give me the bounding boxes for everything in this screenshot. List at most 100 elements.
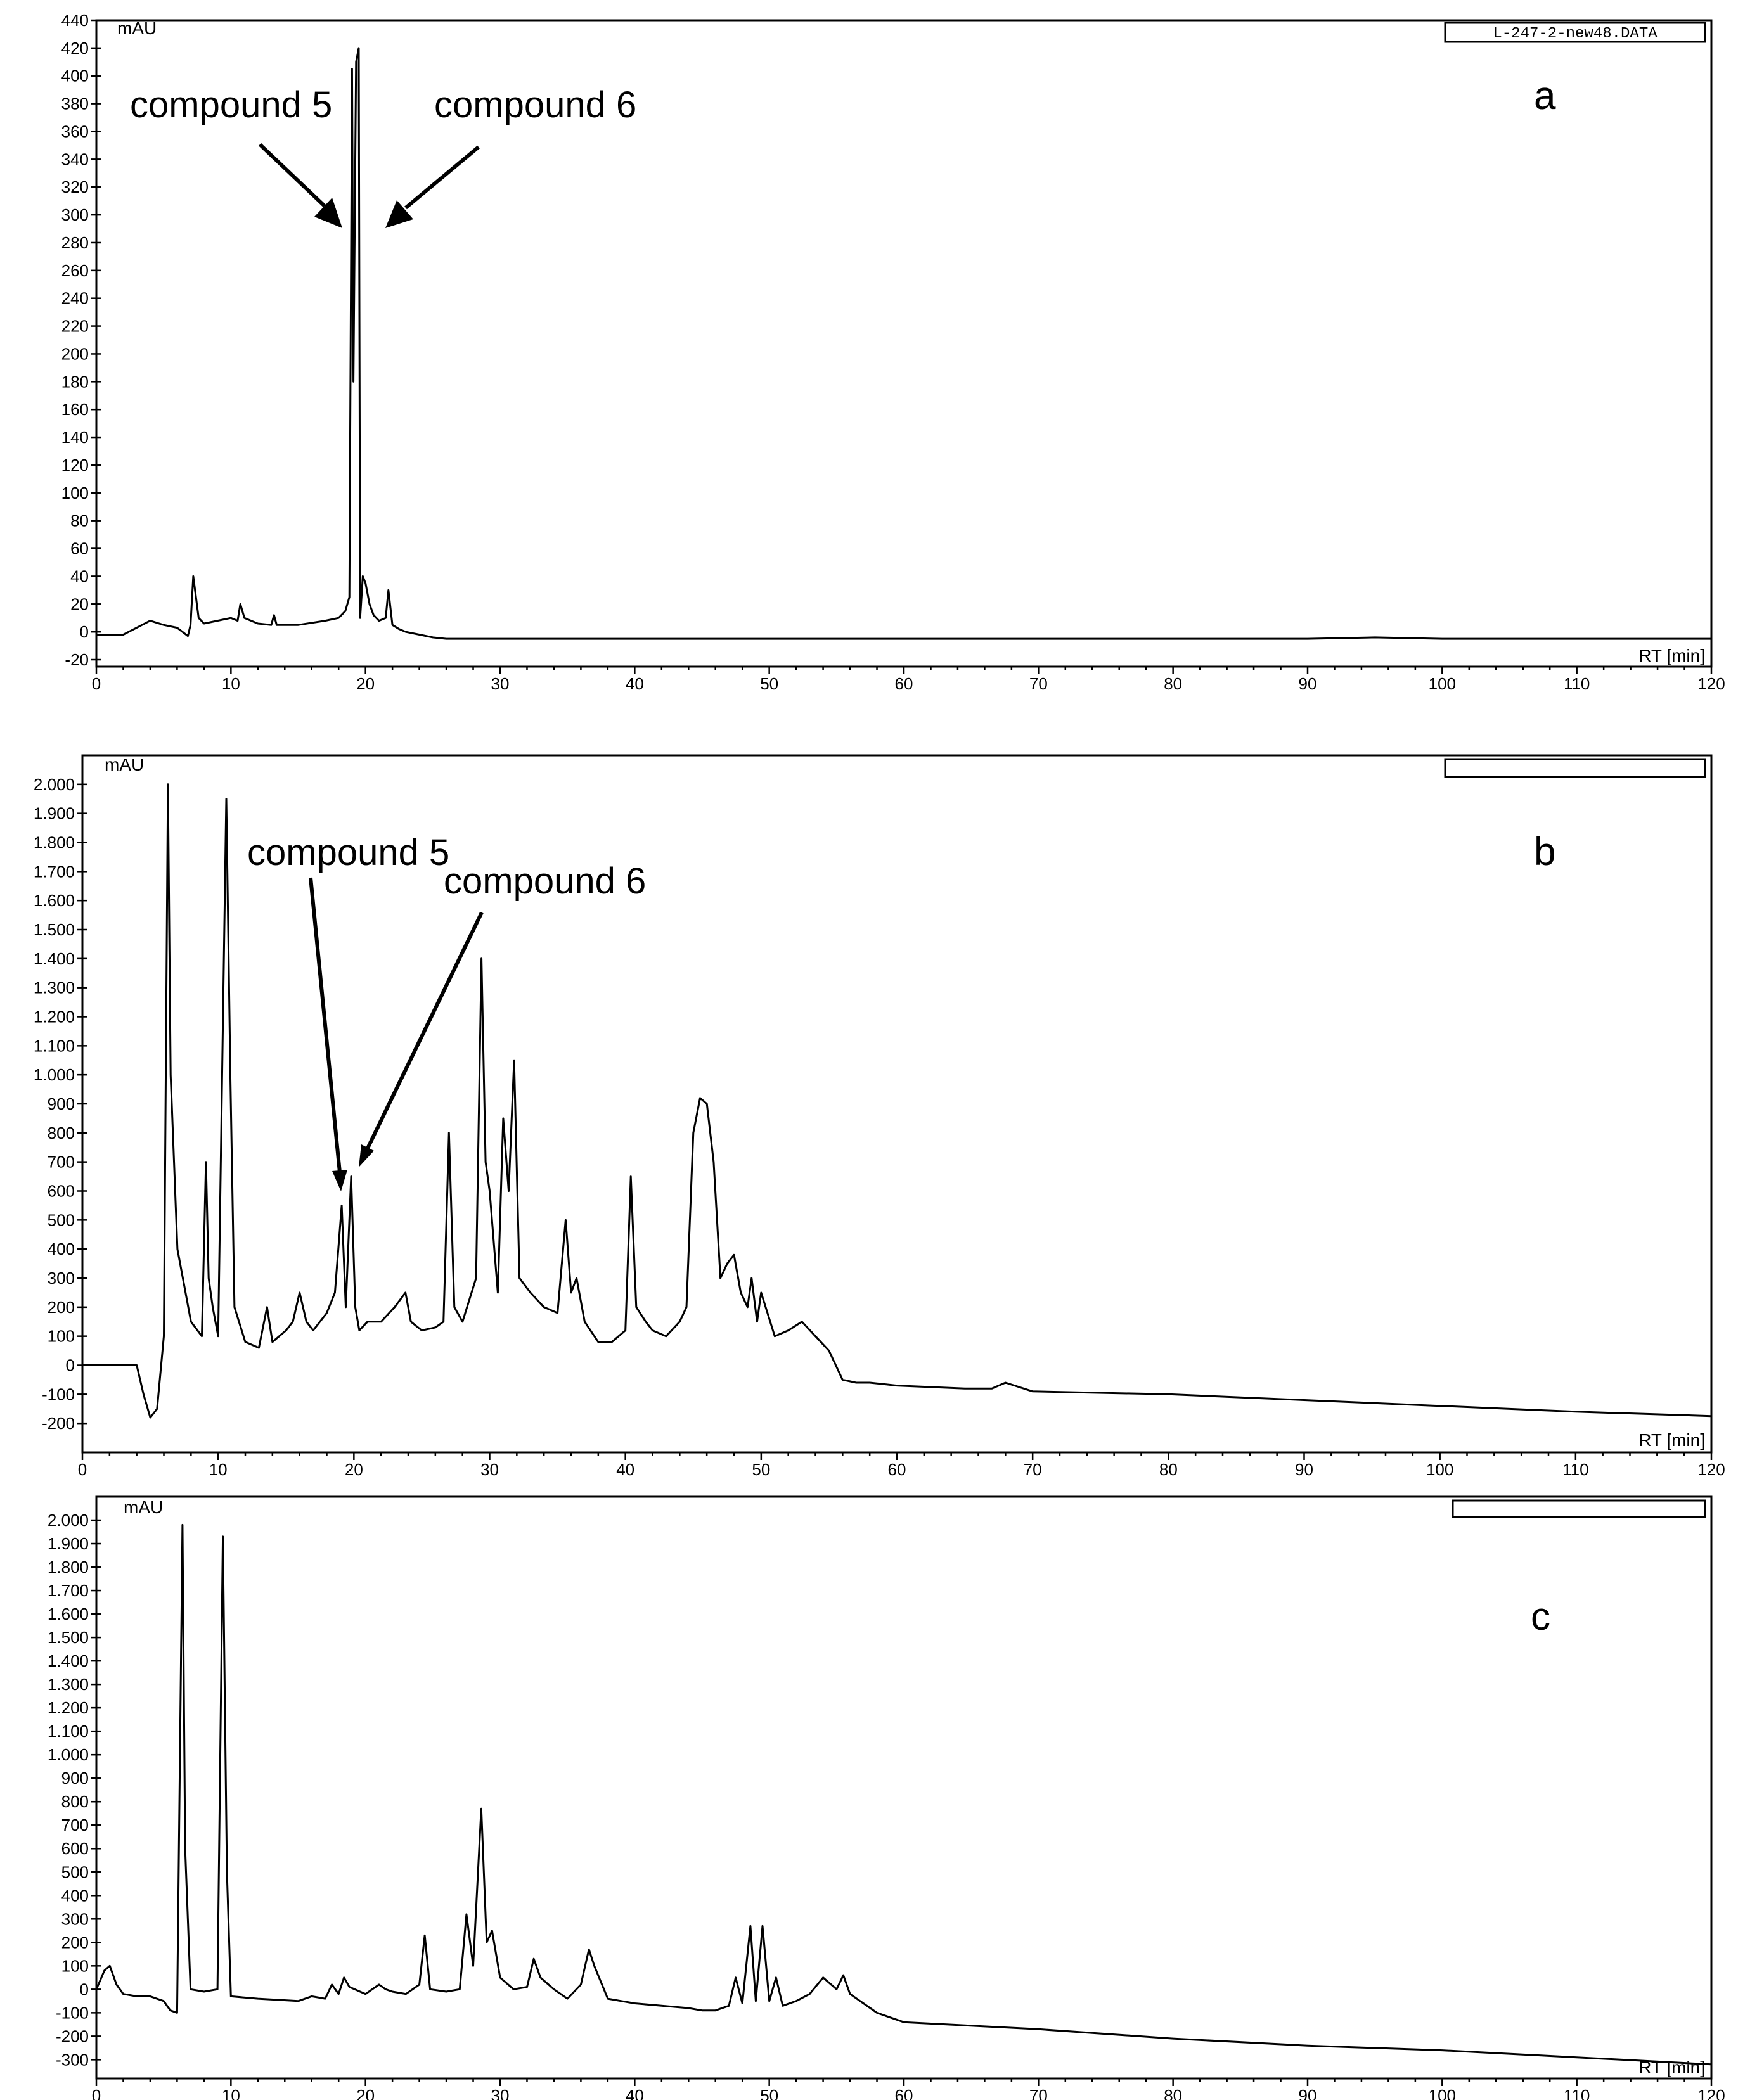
x-tick-label-b: 0 bbox=[78, 1460, 87, 1479]
x-tick-label-b: 100 bbox=[1426, 1460, 1453, 1479]
y-tick-label-b: 900 bbox=[48, 1094, 75, 1113]
y-tick-label-a: 240 bbox=[61, 289, 89, 308]
y-tick-label-b: 200 bbox=[48, 1298, 75, 1317]
x-ticks-a: 0 10 20 30 40 50 60 70 80 90 100 110 120 bbox=[92, 667, 1725, 693]
y-tick-label-b: 500 bbox=[48, 1210, 75, 1229]
y-tick-label-a: 440 bbox=[61, 11, 89, 30]
x-tick-label-a: 100 bbox=[1429, 674, 1456, 693]
y-tick-label-c: 1.500 bbox=[48, 1628, 89, 1647]
x-tick-label-c: 110 bbox=[1564, 2086, 1590, 2100]
x-tick-label-c: 50 bbox=[760, 2086, 778, 2100]
x-tick-label-b: 90 bbox=[1295, 1460, 1313, 1479]
y-tick-label-a: 260 bbox=[61, 261, 89, 280]
y-tick-label-a: 420 bbox=[61, 39, 89, 58]
y-tick-label-c: 1.300 bbox=[48, 1675, 89, 1694]
x-tick-label-b: 70 bbox=[1024, 1460, 1042, 1479]
y-tick-label-c: 1.200 bbox=[48, 1698, 89, 1717]
arrow-compound-5-b bbox=[309, 877, 342, 1173]
y-tick-label-c: 800 bbox=[61, 1792, 89, 1811]
x-tick-label-b: 30 bbox=[480, 1460, 499, 1479]
y-tick-label-c: 700 bbox=[61, 1815, 89, 1834]
y-tick-label-c: 900 bbox=[61, 1769, 89, 1788]
y-tick-label-b: 100 bbox=[48, 1327, 75, 1346]
y-ticks-c: -300 -200 -100 0 100 200 300 400 500 600 700 800 900… bbox=[48, 1511, 101, 2069]
x-tick-label-b: 120 bbox=[1697, 1460, 1725, 1479]
x-unit-label-c: RT [min] bbox=[1638, 2058, 1705, 2077]
x-tick-label-c: 40 bbox=[626, 2086, 644, 2100]
y-ticks-b: -200 -100 0 100 200 300 400 500 600 700 800 900 1.00… bbox=[34, 775, 87, 1433]
y-tick-label-c: 500 bbox=[61, 1862, 89, 1881]
y-tick-label-a: 0 bbox=[80, 622, 89, 641]
y-tick-label-a: 160 bbox=[61, 400, 89, 419]
annotation-compound-5-a: compound 5 bbox=[130, 84, 332, 125]
chromatogram-trace-a bbox=[96, 47, 1711, 640]
x-tick-label-b: 50 bbox=[752, 1460, 770, 1479]
y-tick-label-b: 1.300 bbox=[34, 978, 75, 997]
y-ticks-a: -20 0 20 40 60 80 100 120 140 160 180 200 220 240 260 2… bbox=[61, 11, 101, 669]
chromatogram-trace-b bbox=[82, 783, 1712, 1419]
y-tick-label-a: 360 bbox=[61, 122, 89, 141]
x-tick-label-a: 60 bbox=[895, 674, 913, 693]
y-tick-label-a: 60 bbox=[70, 539, 89, 558]
arrowhead-compound-5-a bbox=[314, 198, 342, 228]
x-tick-label-c: 20 bbox=[356, 2086, 375, 2100]
y-tick-label-c: 1.900 bbox=[48, 1534, 89, 1553]
x-tick-label-c: 10 bbox=[222, 2086, 240, 2100]
y-tick-label-b: 2.000 bbox=[34, 775, 75, 794]
y-tick-label-b: 1.200 bbox=[34, 1008, 75, 1027]
x-tick-label-b: 80 bbox=[1159, 1460, 1178, 1479]
x-tick-label-a: 80 bbox=[1164, 674, 1182, 693]
annotation-compound-6-b: compound 6 bbox=[444, 861, 646, 902]
y-tick-label-a: 180 bbox=[61, 372, 89, 391]
y-tick-label-a: 340 bbox=[61, 150, 89, 169]
y-tick-label-c: 400 bbox=[61, 1886, 89, 1905]
x-tick-label-c: 90 bbox=[1299, 2086, 1317, 2100]
x-tick-label-a: 30 bbox=[491, 674, 510, 693]
x-tick-label-a: 110 bbox=[1564, 674, 1590, 693]
y-tick-label-b: -200 bbox=[42, 1414, 75, 1433]
x-tick-label-a: 70 bbox=[1029, 674, 1048, 693]
y-tick-label-c: 1.800 bbox=[48, 1558, 89, 1577]
y-tick-label-c: -200 bbox=[56, 2026, 89, 2046]
annotation-compound-6-a: compound 6 bbox=[434, 84, 636, 125]
arrow-compound-5-a bbox=[258, 143, 326, 208]
x-tick-label-a: 10 bbox=[222, 674, 240, 693]
x-tick-label-b: 60 bbox=[888, 1460, 906, 1479]
chromatogram-panel-a: -200204060801001201401601802002202402602… bbox=[61, 11, 1725, 693]
arrow-compound-6-a bbox=[404, 145, 480, 210]
y-tick-label-a: 80 bbox=[70, 511, 89, 530]
y-tick-label-c: 1.600 bbox=[48, 1604, 89, 1623]
y-tick-label-c: 200 bbox=[61, 1933, 89, 1952]
chromatogram-panel-c: -300-200-1000100200300400500600700800900… bbox=[48, 1495, 1725, 2100]
y-tick-label-a: 20 bbox=[70, 594, 89, 613]
y-tick-label-a: -20 bbox=[65, 650, 89, 669]
y-tick-label-a: 400 bbox=[61, 67, 89, 86]
y-tick-label-c: -100 bbox=[56, 2003, 89, 2022]
x-tick-label-b: 10 bbox=[209, 1460, 228, 1479]
x-tick-label-a: 20 bbox=[356, 674, 375, 693]
y-tick-label-b: 1.900 bbox=[34, 804, 75, 823]
y-tick-label-b: 800 bbox=[48, 1124, 75, 1143]
y-tick-label-b: -100 bbox=[42, 1385, 75, 1404]
y-tick-label-a: 300 bbox=[61, 205, 89, 224]
x-tick-label-c: 30 bbox=[491, 2086, 510, 2100]
x-tick-label-b: 20 bbox=[345, 1460, 363, 1479]
y-tick-label-c: 2.000 bbox=[48, 1511, 89, 1530]
annotation-compound-5-b: compound 5 bbox=[247, 832, 449, 873]
y-tick-label-a: 100 bbox=[61, 483, 89, 503]
arrowhead-compound-6-a bbox=[385, 200, 413, 228]
file-label-box-b bbox=[1444, 758, 1706, 778]
x-tick-label-c: 70 bbox=[1029, 2086, 1048, 2100]
panel-letter-b: b bbox=[1534, 830, 1555, 874]
x-tick-label-a: 0 bbox=[92, 674, 101, 693]
y-tick-label-b: 700 bbox=[48, 1153, 75, 1172]
file-label-a: L-247-2-new48.DATA bbox=[1493, 25, 1658, 42]
arrowhead-compound-6-b bbox=[359, 1144, 374, 1167]
arrowhead-compound-5-b bbox=[332, 1170, 347, 1191]
y-tick-label-c: 1.100 bbox=[48, 1722, 89, 1741]
x-tick-label-a: 120 bbox=[1697, 674, 1725, 693]
y-tick-label-b: 600 bbox=[48, 1182, 75, 1201]
y-tick-label-c: 300 bbox=[61, 1909, 89, 1928]
y-tick-label-a: 220 bbox=[61, 317, 89, 336]
